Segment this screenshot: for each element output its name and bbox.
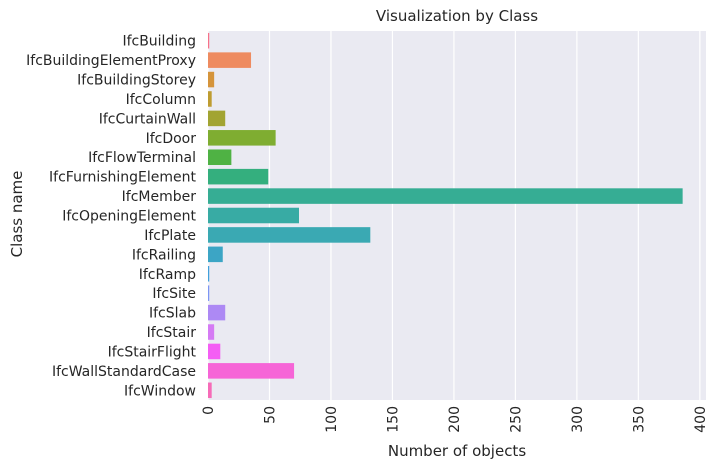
x-tick-label: 150 [385,406,401,433]
y-tick-label: IfcStairFlight [108,344,197,360]
x-tick-label: 250 [508,406,524,433]
y-axis-title: Class name [8,171,26,258]
x-tick-label: 300 [570,406,586,433]
y-tick-label: IfcDoor [146,131,197,147]
x-tick-label: 100 [324,406,340,433]
x-tick-labels: 0 50 100 150 200 250 300 350 400 [201,406,709,433]
y-tick-label: IfcRamp [139,267,196,283]
x-tick-label: 0 [201,406,217,415]
x-tick-label: 50 [262,406,278,424]
y-tick-label: IfcBuildingElementProxy [26,53,196,69]
bar-ifcbuildingelementproxy [208,52,252,68]
bars [208,32,683,399]
bar-ifcsite [208,285,210,301]
x-tick-label: 200 [447,406,463,433]
bar-ifcflowterminal [208,149,232,166]
y-tick-labels: IfcBuilding IfcBuildingElementProxy IfcBui… [26,34,196,400]
bar-ifccurtainwall [208,110,226,127]
bar-ifcwindow [208,382,212,399]
x-axis-title: Number of objects [388,442,526,460]
bar-ifcmember [208,188,683,204]
y-tick-label: IfcFlowTerminal [88,150,196,166]
y-tick-label: IfcSite [152,286,196,302]
y-tick-label: IfcWindow [124,383,196,399]
y-tick-label: IfcPlate [144,228,196,244]
bar-ifcdoor [208,130,276,146]
x-tick-label: 350 [631,406,647,433]
y-tick-label: IfcFurnishingElement [49,170,196,186]
y-tick-label: IfcMember [122,189,197,205]
y-tick-label: IfcSlab [149,306,196,322]
bar-ifcbuilding [208,32,210,49]
bar-ifcopeningelement [208,207,299,224]
bar-ifcstair [208,324,215,340]
bar-ifcslab [208,304,226,321]
bar-ifcwallstandardcase [208,363,295,379]
bar-ifcbuildingstorey [208,71,215,88]
y-tick-label: IfcBuildingStorey [77,73,196,89]
y-tick-label: IfcBuilding [122,34,196,50]
bar-ifcrailing [208,246,223,263]
bar-ifcramp [208,265,210,282]
x-tick-label: 400 [693,406,709,433]
bar-ifccolumn [208,91,212,107]
bar-ifcplate [208,227,371,243]
y-tick-label: IfcStair [147,325,197,341]
y-tick-label: IfcColumn [126,92,196,108]
y-tick-label: IfcWallStandardCase [52,364,196,380]
y-tick-label: IfcRailing [132,247,196,263]
y-tick-label: IfcCurtainWall [99,111,196,127]
bar-ifcfurnishingelement [208,168,269,185]
chart-title: Visualization by Class [376,7,538,25]
bar-ifcstairflight [208,343,221,360]
y-tick-label: IfcOpeningElement [62,209,196,225]
